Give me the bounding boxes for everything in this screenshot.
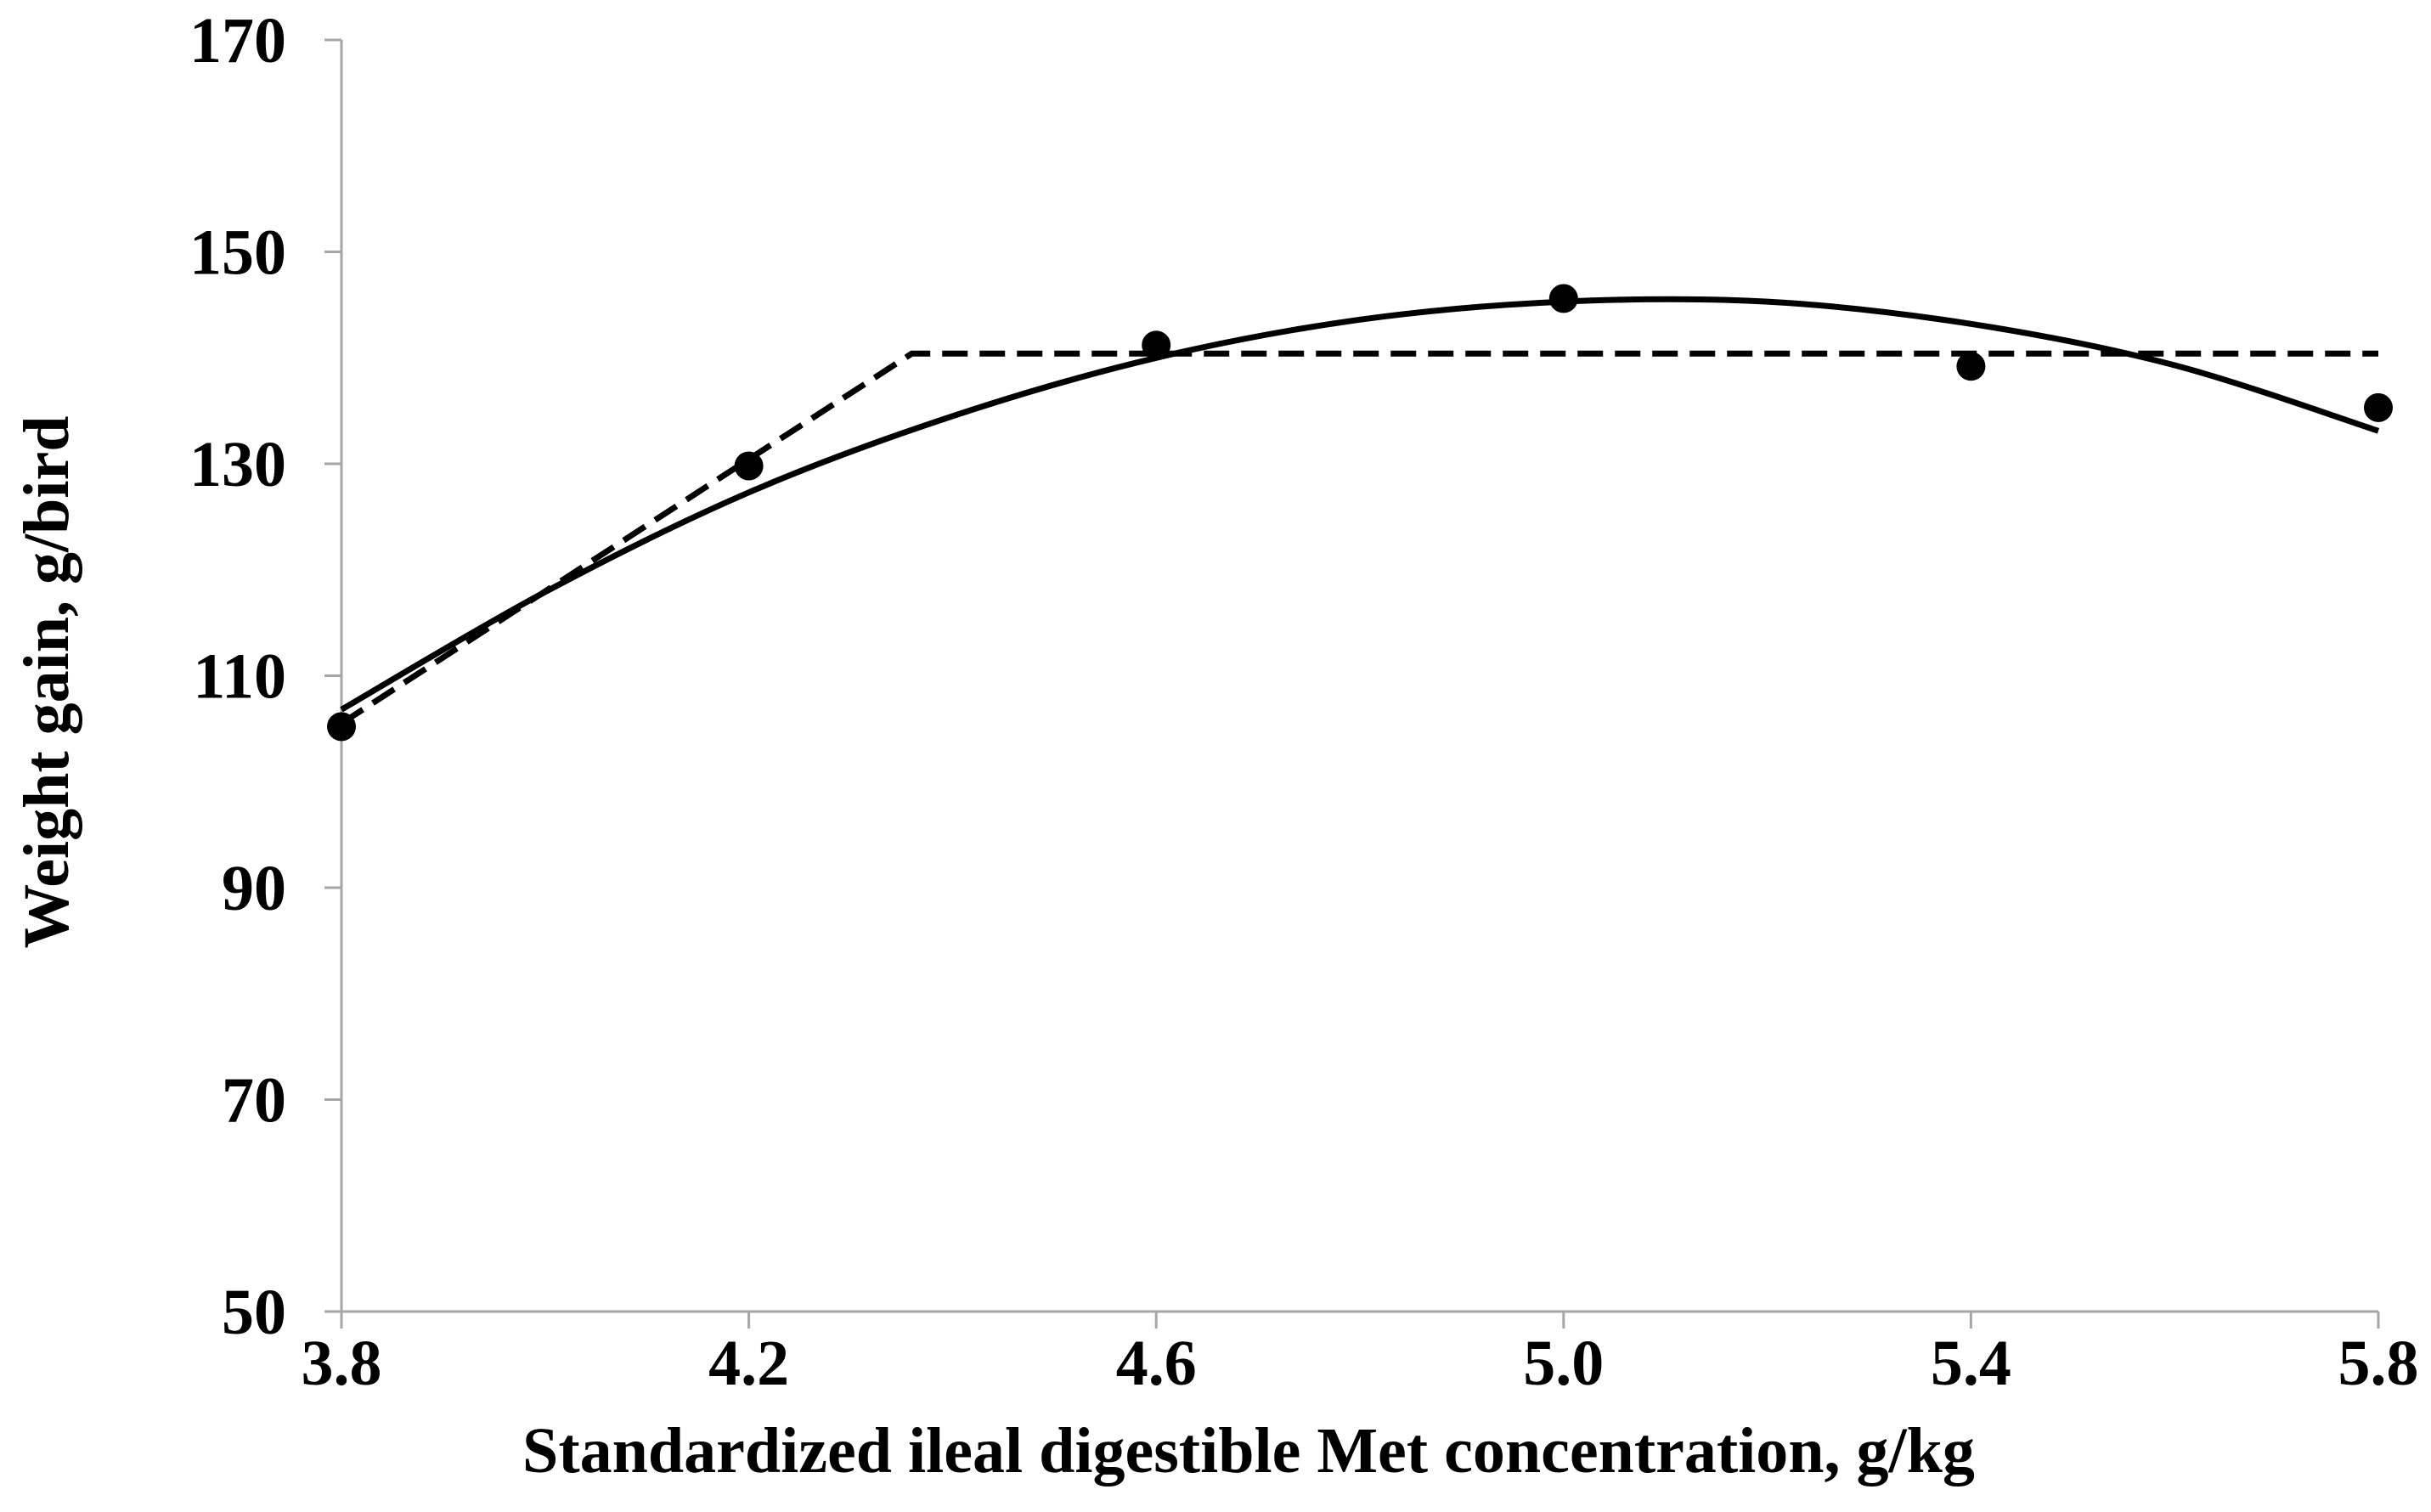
y-tick-label: 130 xyxy=(189,429,286,500)
x-tick-label: 5.0 xyxy=(1523,1328,1604,1399)
y-tick-label: 70 xyxy=(222,1065,286,1137)
data-points xyxy=(327,284,2393,742)
data-point xyxy=(1548,284,1578,313)
data-point xyxy=(2364,392,2393,422)
y-tick-label: 50 xyxy=(222,1277,286,1348)
x-tick-label: 4.2 xyxy=(708,1328,789,1399)
fit-lines xyxy=(340,296,2380,726)
broken-line-fit xyxy=(340,350,2378,726)
y-tick-label: 170 xyxy=(189,5,286,76)
quadratic-fit-line xyxy=(340,296,2380,713)
x-tick-label: 5.8 xyxy=(2338,1328,2419,1399)
y-tick-label: 90 xyxy=(222,853,286,924)
y-tick-label: 150 xyxy=(189,217,286,289)
data-point xyxy=(734,451,764,481)
data-point xyxy=(1142,330,1171,360)
y-axis-title: Weight gain, g/bird xyxy=(11,415,82,948)
tick-labels: 50 70 90 110 130 150 170 3.8 4.2 4.6 5.0 5.4 5.8 xyxy=(189,5,2419,1399)
axes xyxy=(324,38,2380,1329)
x-tick-label: 5.4 xyxy=(1931,1328,2011,1399)
x-axis-title: Standardized ileal digestible Met concen… xyxy=(522,1415,1975,1487)
data-point xyxy=(1956,352,1986,381)
y-tick-label: 110 xyxy=(193,641,286,713)
data-point xyxy=(327,712,356,742)
x-tick-label: 3.8 xyxy=(302,1328,382,1399)
x-tick-label: 4.6 xyxy=(1116,1328,1197,1399)
